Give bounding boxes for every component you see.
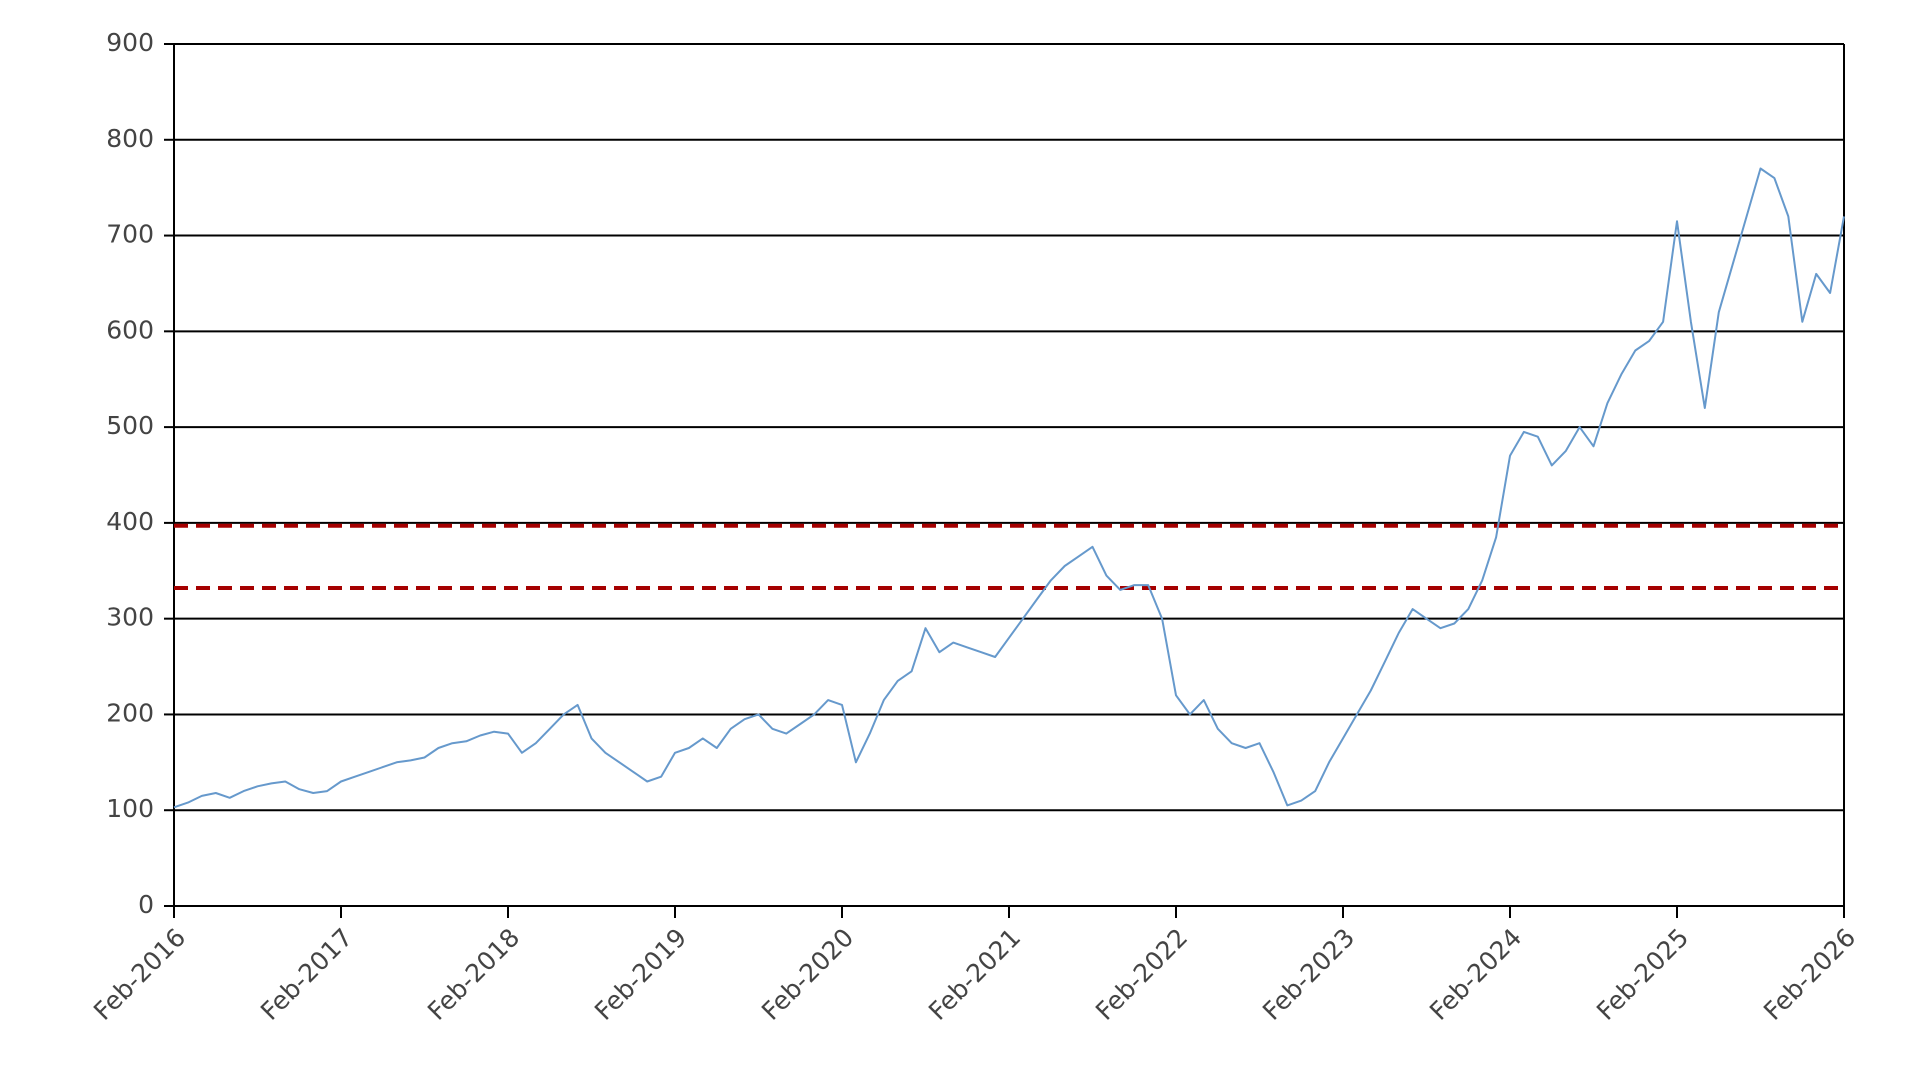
y-tick-label: 700 [106, 220, 154, 249]
x-tick-label: Feb-2023 [1257, 923, 1360, 1026]
x-tick-label: Feb-2025 [1591, 923, 1694, 1026]
y-tick-label: 400 [106, 507, 154, 536]
x-tick-label: Feb-2018 [422, 923, 525, 1026]
y-tick-label: 500 [106, 411, 154, 440]
data-line [173, 167, 1845, 809]
x-tick-label: Feb-2019 [589, 923, 692, 1026]
y-tick-label: 800 [106, 124, 154, 153]
y-tick-label: 0 [138, 890, 154, 919]
x-tick-label: Feb-2016 [88, 923, 191, 1026]
y-tick-label: 900 [106, 28, 154, 57]
x-tick-label: Feb-2022 [1090, 923, 1193, 1026]
x-tick-label: Feb-2024 [1424, 923, 1527, 1026]
x-tick-label: Feb-2020 [756, 923, 859, 1026]
y-tick-label: 300 [106, 603, 154, 632]
y-tick-label: 200 [106, 698, 154, 727]
y-tick-label: 600 [106, 315, 154, 344]
y-tick-label: 100 [106, 794, 154, 823]
x-tick-label: Feb-2017 [255, 923, 358, 1026]
x-tick-label: Feb-2026 [1758, 923, 1861, 1026]
x-tick-label: Feb-2021 [923, 923, 1026, 1026]
